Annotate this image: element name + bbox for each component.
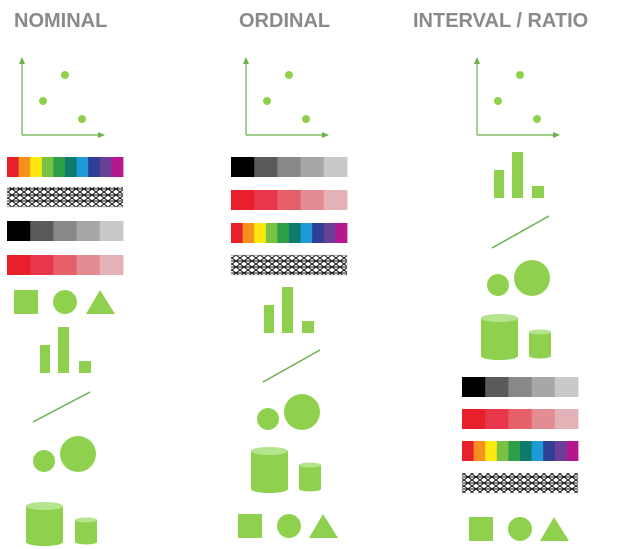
gray-value-bar [7,221,124,241]
nominal-column [6,57,124,546]
color-swatch [312,223,325,243]
color-swatch [53,157,66,177]
slope-line-icon [32,391,91,423]
color-swatch [53,255,77,275]
color-swatch [265,223,278,243]
color-swatch [300,190,325,210]
color-swatch [323,157,348,177]
color-swatch [65,157,77,177]
color-swatch [231,223,243,243]
color-swatch [462,409,486,429]
color-swatch [462,441,474,461]
color-swatch [323,223,336,243]
color-swatch [508,441,521,461]
circle-size-icon [33,436,96,472]
color-swatch [566,441,579,461]
color-swatch [277,190,301,210]
color-swatch [41,157,54,177]
shape-icon [238,514,338,538]
texture-bar-icon [230,254,348,276]
color-swatch [7,221,31,241]
color-swatch [30,255,54,275]
color-swatch [254,190,278,210]
interval-ratio-column [461,57,579,541]
bar-size-icon [494,152,544,198]
color-swatch [18,157,31,177]
color-swatch [254,157,278,177]
color-swatch [111,157,124,177]
color-swatch [53,221,77,241]
color-swatch [462,377,486,397]
color-swatch [496,441,509,461]
color-swatch [76,157,89,177]
color-swatch [508,409,532,429]
heading-nominal: NOMINAL [14,10,108,32]
circle-size-icon [487,260,550,296]
shape-icon [14,290,115,314]
shape-icon [469,517,569,541]
color-swatch [531,441,544,461]
heading-ordinal: ORDINAL [239,10,331,32]
color-swatch [554,377,579,397]
color-swatch [323,190,348,210]
gray-value-bar [231,157,348,177]
color-swatch [520,441,532,461]
texture-bar-icon [461,472,579,494]
color-swatch [531,377,556,397]
circle-size-icon [257,394,320,430]
rainbow-color-bar [231,223,348,243]
bar-size-icon [40,327,91,373]
color-swatch [485,377,509,397]
color-swatch [242,223,255,243]
color-swatch [335,223,348,243]
color-swatch [76,221,101,241]
color-swatch [254,223,267,243]
texture-bar-icon [6,186,124,208]
heading-interval-ratio: INTERVAL / RATIO [413,10,589,32]
rainbow-color-bar [7,157,124,177]
scatter-plot-icon [19,57,105,138]
color-swatch [277,223,290,243]
color-swatch [300,223,313,243]
scatter-plot-icon [243,57,329,138]
color-swatch [485,409,509,429]
color-swatch [531,409,556,429]
color-swatch [30,221,54,241]
color-swatch [231,157,255,177]
scatter-plot-icon [474,57,560,138]
cylinder-volume-icon [481,314,551,360]
color-swatch [7,255,31,275]
color-swatch [99,157,112,177]
color-swatch [289,223,301,243]
gray-value-bar [462,377,579,397]
bar-size-icon [264,287,314,333]
red-saturation-bar [7,255,124,275]
slope-line-icon [491,215,550,249]
color-swatch [554,409,579,429]
color-swatch [543,441,556,461]
slope-line-icon [262,349,321,383]
cylinder-volume-icon [26,502,97,546]
color-swatch [99,221,124,241]
color-swatch [554,441,567,461]
color-swatch [473,441,486,461]
color-swatch [30,157,43,177]
color-swatch [231,190,255,210]
red-saturation-bar [462,409,579,429]
rainbow-color-bar [462,441,579,461]
color-swatch [485,441,498,461]
color-swatch [99,255,124,275]
color-swatch [7,157,19,177]
color-swatch [76,255,101,275]
red-saturation-bar [231,190,348,210]
color-swatch [277,157,301,177]
color-swatch [300,157,325,177]
color-swatch [88,157,101,177]
color-swatch [508,377,532,397]
cylinder-volume-icon [251,447,321,493]
ordinal-column [230,57,348,538]
